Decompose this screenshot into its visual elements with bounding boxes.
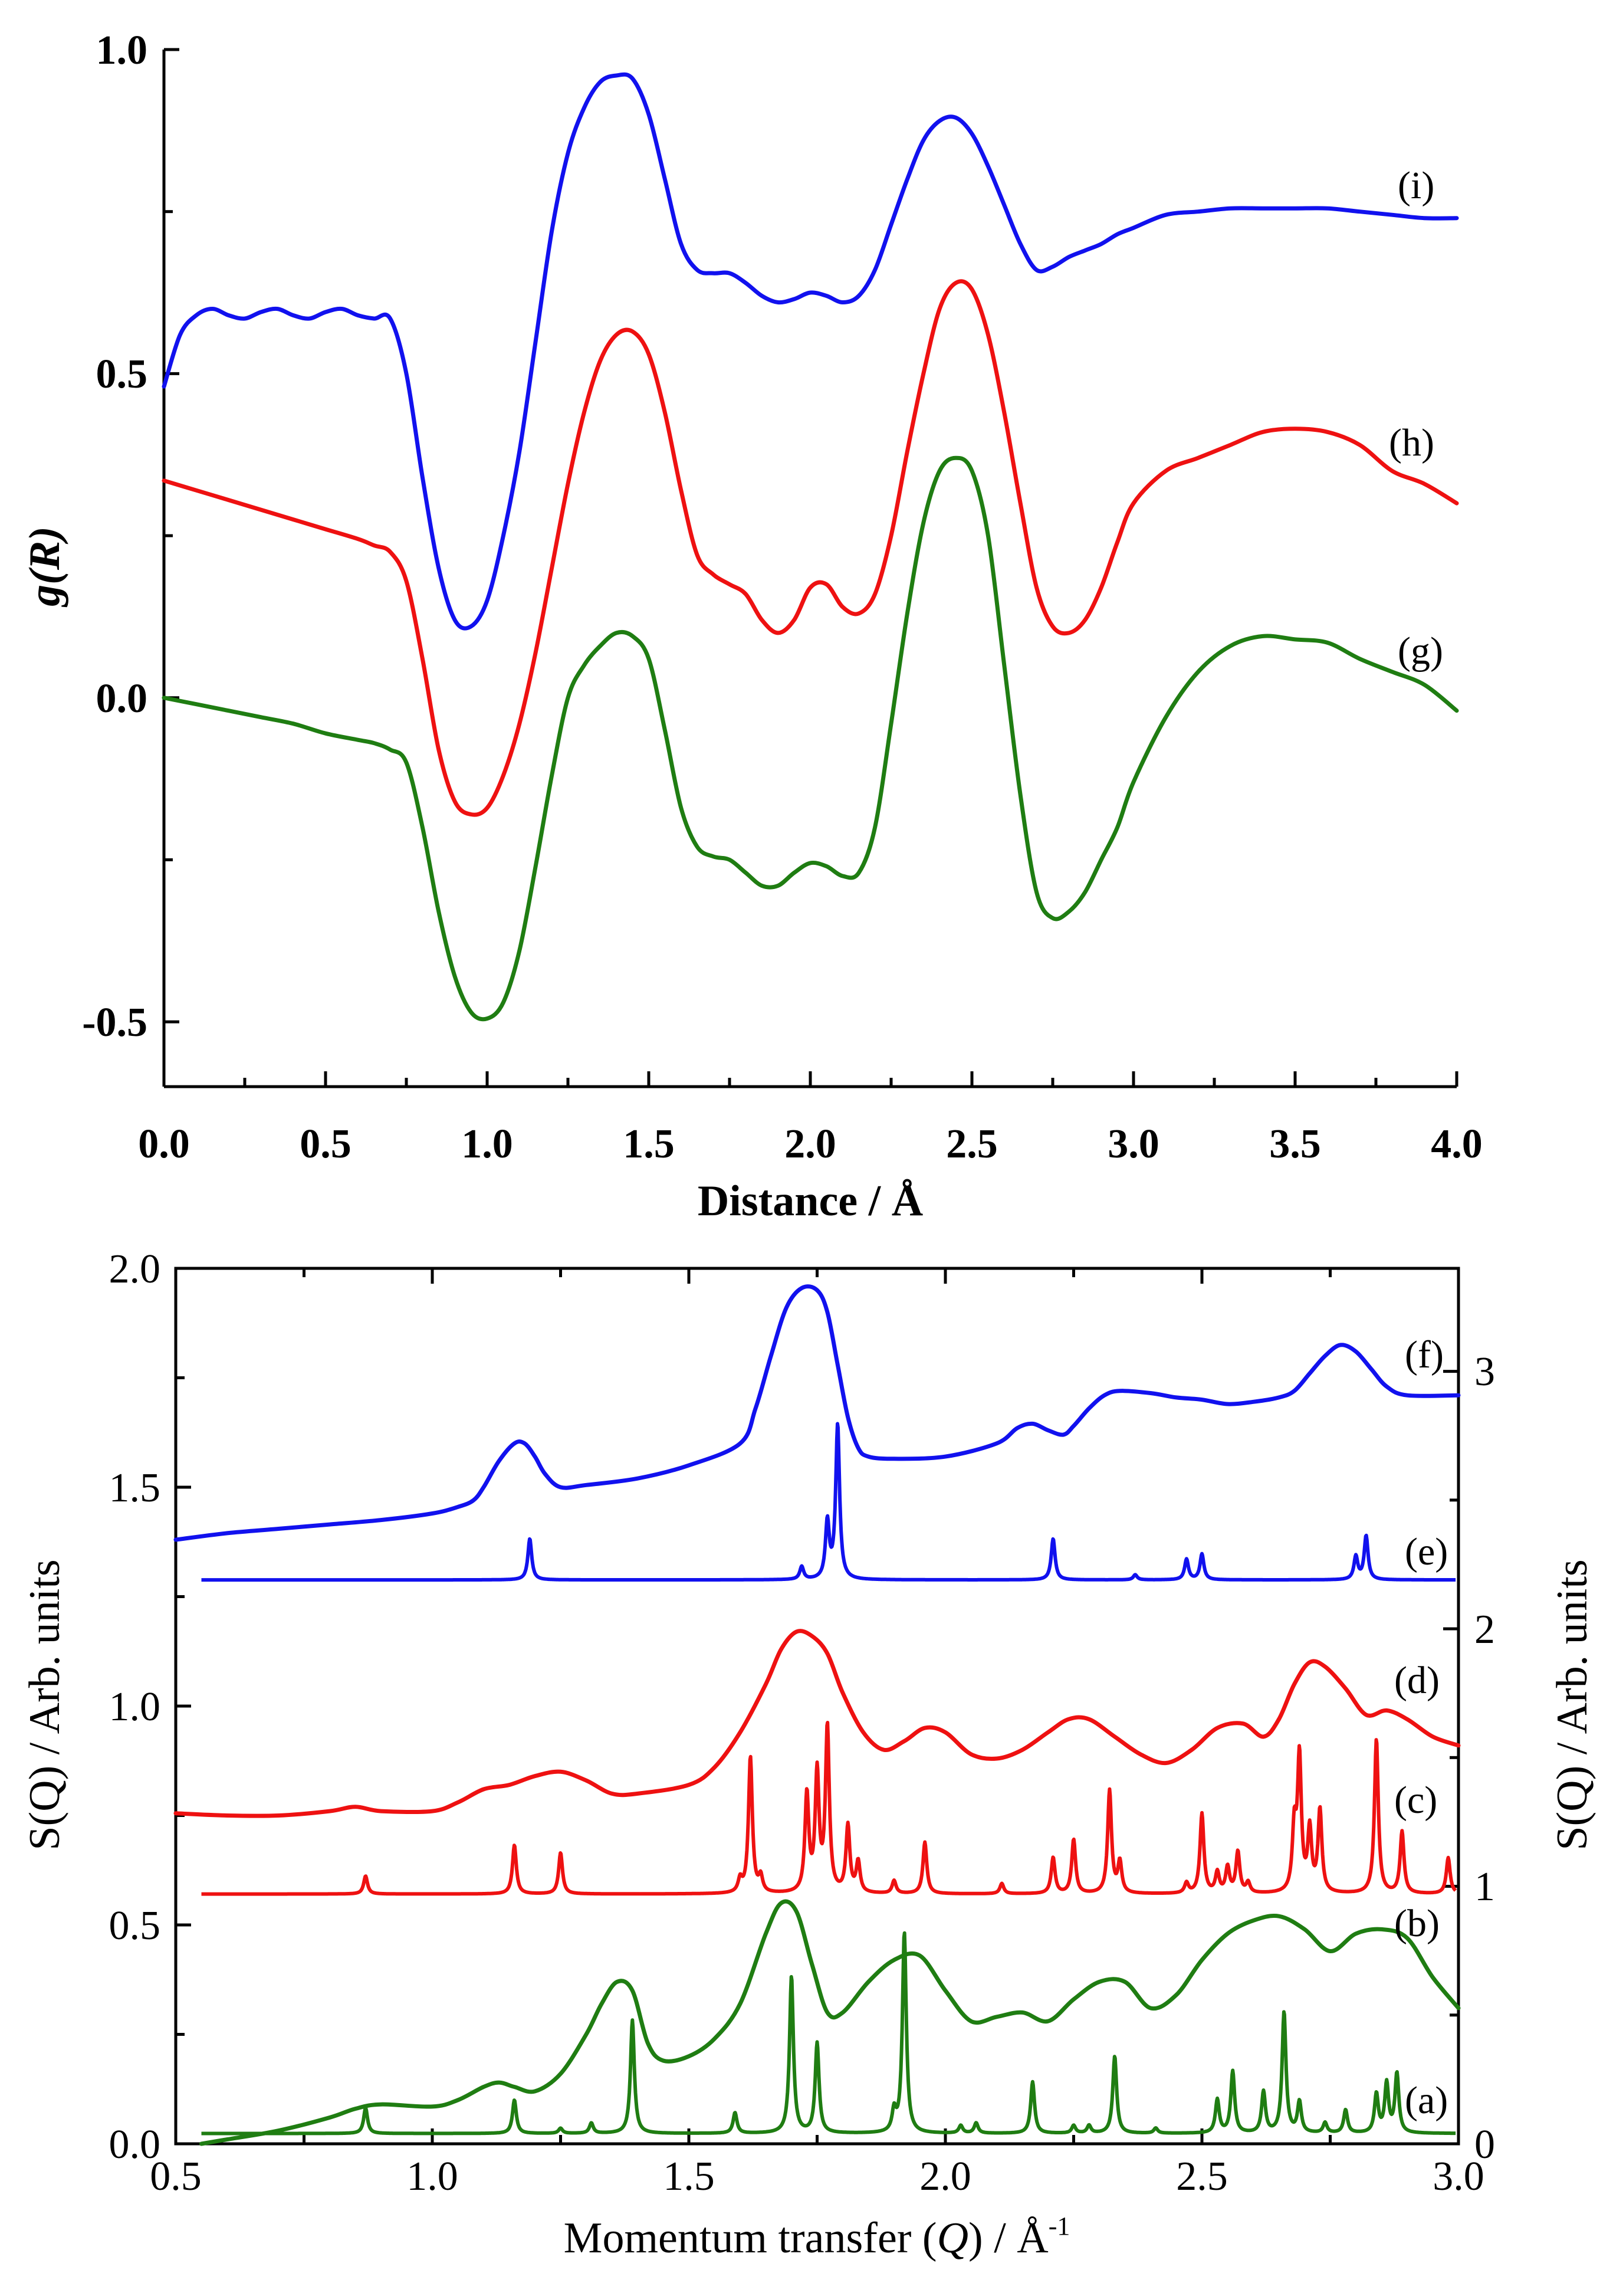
- series-g-line: [162, 455, 1459, 1022]
- top-x-tick-label: 0.5: [300, 1121, 351, 1167]
- series-d-line: [173, 1629, 1461, 1818]
- top-x-tick-label: 3.5: [1269, 1121, 1321, 1167]
- series-f-line: [173, 1284, 1461, 1542]
- top-y-tick-label: 1.0: [96, 28, 148, 73]
- label-i: (i): [1398, 164, 1434, 207]
- top-x-tick-label: 2.5: [946, 1121, 998, 1167]
- top-x-axis-label: Distance / Å: [698, 1177, 923, 1225]
- bottom-panel: 0.5 1.0 1.5 2.0 2.5 3.0 0.0 0.5 1.0 1.5 …: [21, 1247, 1596, 2262]
- top-ticks: [162, 48, 1458, 1087]
- series-c-peaks: [200, 1721, 1457, 1896]
- series-i-line: [162, 72, 1459, 631]
- top-x-tick-label: 3.0: [1108, 1121, 1159, 1167]
- bottom-x-tick-label: 3.0: [1433, 2154, 1484, 2199]
- bottom-left-y-tick-label: 2.0: [109, 1247, 161, 1292]
- top-panel: 0.0 0.5 1.0 1.5 2.0 2.5 3.0 3.5 4.0 -0.5…: [21, 28, 1483, 1225]
- top-y-tick-label: 0.0: [96, 676, 148, 721]
- label-b: (b): [1394, 1902, 1440, 1945]
- bottom-x-tick-label: 2.5: [1176, 2154, 1228, 2199]
- label-h: (h): [1389, 421, 1434, 464]
- x-label-sup: -1: [1049, 2212, 1070, 2241]
- top-x-tick-label: 2.0: [784, 1121, 836, 1167]
- bottom-left-y-tick-label: 0.5: [109, 1903, 161, 1949]
- bottom-ticks: [174, 1267, 1460, 2146]
- bottom-x-tick-label: 2.0: [919, 2154, 971, 2199]
- bottom-left-y-tick-label: 0.0: [109, 2122, 161, 2167]
- x-label-main: Momentum transfer (: [564, 2214, 937, 2262]
- top-x-tick-label: 0.0: [138, 1121, 190, 1167]
- bottom-right-y-tick-label: 3: [1474, 1349, 1495, 1395]
- top-y-tick-label: 0.5: [96, 352, 148, 397]
- bottom-x-axis-label: Momentum transfer (Q) / Å-1: [564, 2212, 1070, 2262]
- x-label-mid: ) / Å: [968, 2214, 1049, 2262]
- series-e-peaks: [200, 1422, 1457, 1582]
- bottom-right-y-axis-label: S(Q) / Arb. units: [1548, 1559, 1596, 1850]
- label-f: (f): [1405, 1333, 1444, 1376]
- series-h-line: [162, 279, 1459, 817]
- label-d: (d): [1394, 1659, 1440, 1702]
- label-e: (e): [1405, 1530, 1448, 1573]
- series-b-line: [199, 1899, 1461, 2146]
- bottom-right-y-tick-label: 0: [1474, 2122, 1495, 2167]
- top-x-tick-label: 1.0: [461, 1121, 513, 1167]
- bottom-x-tick-label: 1.5: [663, 2154, 715, 2199]
- label-a: (a): [1405, 2079, 1448, 2122]
- bottom-left-y-axis-label: S(Q) / Arb. units: [21, 1559, 69, 1850]
- series-a-peaks: [200, 1931, 1457, 2136]
- top-x-tick-label: 1.5: [623, 1121, 675, 1167]
- top-x-tick-label: 4.0: [1431, 1121, 1483, 1167]
- label-c: (c): [1394, 1779, 1437, 1822]
- bottom-x-tick-label: 0.5: [150, 2154, 202, 2199]
- bottom-x-tick-label: 1.0: [406, 2154, 458, 2199]
- bottom-right-y-tick-label: 1: [1474, 1864, 1495, 1910]
- bottom-left-y-tick-label: 1.5: [109, 1465, 161, 1511]
- x-label-var: Q: [937, 2214, 968, 2262]
- bottom-right-y-tick-label: 2: [1474, 1607, 1495, 1652]
- bottom-left-y-tick-label: 1.0: [109, 1684, 161, 1730]
- label-g: (g): [1398, 629, 1443, 673]
- top-y-axis-label: g(R): [21, 526, 69, 608]
- top-y-tick-label: -0.5: [82, 1000, 147, 1045]
